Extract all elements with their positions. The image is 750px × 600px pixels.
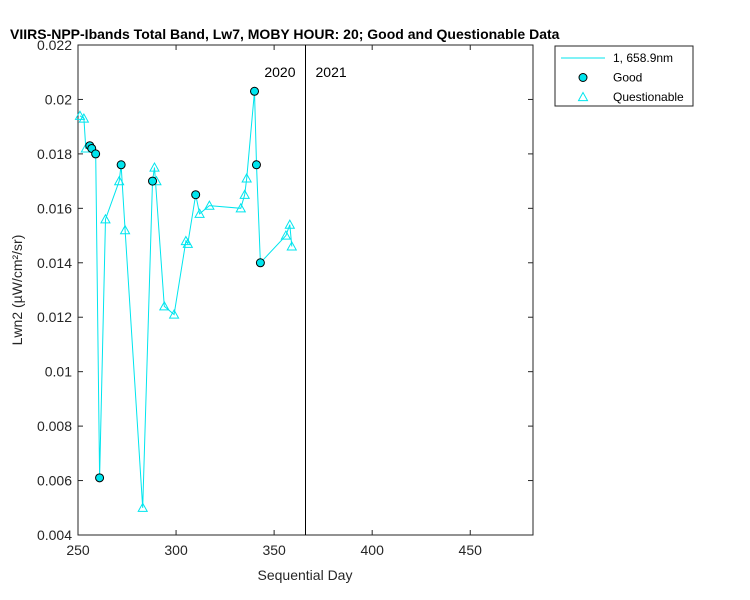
questionable-point	[168, 308, 180, 319]
y-tick-label: 0.004	[37, 527, 72, 543]
legend-entry-label: 1, 658.9nm	[613, 51, 673, 65]
questionable-point	[235, 202, 247, 213]
questionable-point	[204, 200, 215, 210]
questionable-point	[194, 208, 205, 218]
y-tick-label: 0.006	[37, 473, 72, 489]
legend-questionable-swatch	[577, 91, 589, 102]
plot-area: 250 300 350 400 450 0.004 0.006 0.008 0.01 0.012 0…	[37, 37, 534, 558]
good-point	[191, 190, 201, 200]
legend-box	[554, 45, 694, 107]
x-tick-label: 300	[164, 542, 188, 558]
y-tick-label: 0.008	[37, 418, 72, 434]
y-tick-label: 0.012	[37, 309, 72, 325]
x-tick-label: 450	[459, 542, 483, 558]
questionable-point	[286, 240, 298, 251]
questionable-point	[182, 238, 194, 248]
y-tick-label: 0.01	[45, 364, 72, 380]
good-point	[116, 160, 126, 170]
good-point	[148, 176, 158, 186]
legend-good-swatch	[578, 73, 588, 82]
questionable-point	[74, 110, 86, 120]
y-tick-label: 0.014	[37, 255, 72, 271]
good-point	[95, 473, 105, 483]
questionable-point	[149, 161, 160, 172]
questionable-point	[241, 172, 253, 183]
legend-entry-label: Questionable	[613, 90, 684, 104]
questionable-point	[137, 502, 149, 512]
questionable-point	[100, 213, 111, 224]
y-tick-label: 0.022	[37, 37, 72, 53]
x-axis-label: Sequential Day	[258, 567, 353, 583]
year-label-right: 2021	[316, 64, 347, 80]
questionable-point	[239, 189, 251, 199]
questionable-point	[158, 300, 170, 311]
questionable-point	[113, 175, 125, 186]
questionable-point	[78, 112, 90, 123]
good-point	[255, 258, 265, 268]
y-axis-label: Lwn2 (µW/cm²/sr)	[9, 235, 25, 346]
chart-title: VIIRS-NPP-Ibands Total Band, Lw7, MOBY H…	[10, 26, 560, 42]
x-tick-label: 400	[361, 542, 385, 558]
y-tick-label: 0.016	[37, 200, 72, 216]
y-tick-label: 0.02	[45, 91, 72, 107]
questionable-point	[119, 224, 131, 235]
good-point	[91, 149, 101, 159]
year-label-left: 2020	[264, 64, 295, 80]
questionable-point	[284, 219, 296, 229]
x-tick-label: 350	[262, 542, 286, 558]
legend-entry-label: Good	[613, 71, 642, 85]
questionable-point	[280, 230, 292, 240]
legend: 1, 658.9nm Good Questionable	[554, 45, 694, 107]
good-point	[251, 160, 261, 170]
good-point	[250, 86, 260, 96]
x-tick-label: 250	[66, 542, 90, 558]
y-tick-label: 0.018	[37, 146, 72, 162]
